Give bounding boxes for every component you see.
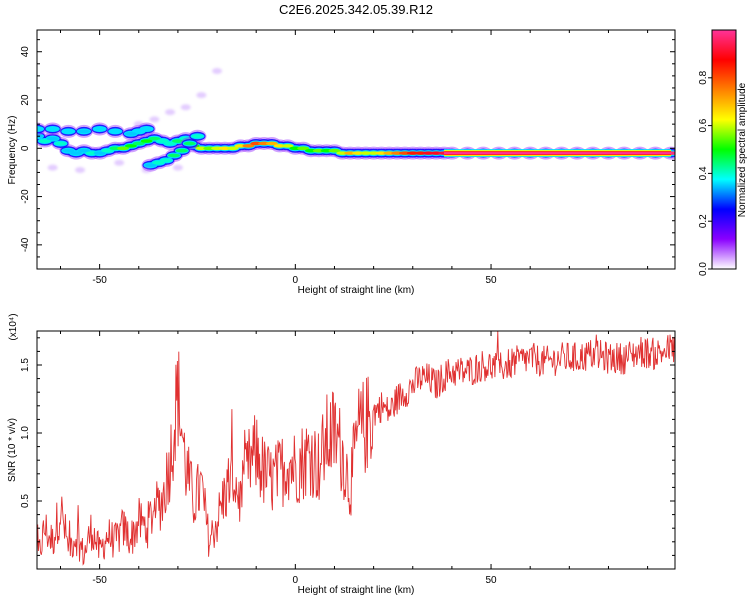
spectral-blob-core bbox=[171, 139, 184, 143]
band-core bbox=[444, 152, 672, 155]
spectral-blob-core bbox=[117, 146, 130, 151]
top-x-tick-label: 0 bbox=[293, 275, 299, 286]
spectral-blob-core bbox=[124, 144, 137, 148]
bottom-plot-area bbox=[37, 331, 675, 569]
spectral-blob bbox=[114, 159, 125, 166]
colorbar-strip bbox=[711, 29, 737, 270]
spectrogram-traces bbox=[37, 68, 675, 174]
spectral-blob bbox=[75, 167, 86, 174]
spectral-blob-core bbox=[140, 139, 153, 143]
spectral-blob-core bbox=[175, 148, 188, 153]
top-y-axis-label: Frequency (Hz) bbox=[7, 116, 18, 185]
bottom-y-tick-label: 1.0 bbox=[20, 426, 31, 440]
spectral-blob bbox=[196, 92, 207, 99]
spectral-blob-core bbox=[167, 153, 180, 158]
spectral-blob-core bbox=[38, 139, 51, 143]
spectral-blob-core bbox=[242, 144, 255, 148]
spectral-blob-core bbox=[70, 151, 83, 155]
y-multiplier-label: (x10⁴) bbox=[8, 313, 19, 340]
top-x-axis-label: Height of straight line (km) bbox=[298, 285, 415, 296]
colorbar-ticks: 0.0 0.2 0.4 0.6 0.8 bbox=[698, 70, 712, 276]
bottom-y-tick-label: 0.5 bbox=[20, 494, 31, 508]
spectral-blob-mid bbox=[45, 125, 60, 132]
colorbar-tick-label: 0.0 bbox=[698, 262, 709, 276]
spectral-blob-core bbox=[183, 141, 196, 146]
top-y-tick-label: 0 bbox=[20, 145, 31, 151]
bottom-y-axis-label: SNR (10 * v/v) bbox=[7, 418, 18, 482]
colorbar-tick-label: 0.8 bbox=[698, 70, 709, 84]
top-plot-frame bbox=[36, 29, 676, 270]
spectral-blob-core bbox=[156, 139, 169, 143]
spectral-blob-mid bbox=[92, 125, 107, 132]
spectral-blob-mid bbox=[139, 125, 154, 132]
spectral-blob-core bbox=[164, 141, 177, 146]
spectral-blob-core bbox=[265, 141, 278, 146]
snr-line bbox=[37, 331, 675, 566]
snr-series bbox=[37, 331, 675, 566]
spectral-blob bbox=[180, 104, 191, 111]
spectral-blob-core bbox=[62, 148, 75, 153]
bottom-x-tick-label: -50 bbox=[92, 575, 107, 586]
track-secondary-branch bbox=[141, 129, 207, 172]
spectral-blob-core bbox=[77, 129, 90, 134]
spectral-blob-core bbox=[297, 146, 310, 151]
track-upper-branch bbox=[37, 122, 156, 141]
top-panel: -50 0 50 40 20 0 -20 -40 Height of straight lin… bbox=[7, 29, 676, 296]
bottom-y-tick-label: 1.5 bbox=[20, 358, 31, 372]
spectral-blob bbox=[133, 121, 144, 128]
spectral-blob-core bbox=[144, 163, 157, 167]
spectral-blob-core bbox=[54, 141, 67, 146]
colorbar-tick-label: 0.4 bbox=[698, 166, 709, 180]
top-axis-ticks: -50 0 50 40 20 0 -20 -40 bbox=[20, 30, 675, 286]
spectral-blob bbox=[212, 68, 223, 75]
spectral-blob bbox=[149, 116, 160, 123]
spectral-blob-core bbox=[281, 144, 294, 148]
bottom-axis-ticks: -50 0 50 1.5 1.0 0.5 bbox=[20, 331, 675, 586]
spectral-blob-core bbox=[124, 132, 137, 136]
bottom-x-axis-label: Height of straight line (km) bbox=[298, 585, 415, 596]
top-y-tick-label: -20 bbox=[20, 189, 31, 204]
spectral-blob bbox=[172, 164, 183, 171]
spectral-blob-mid bbox=[37, 125, 44, 132]
bottom-panel: -50 0 50 1.5 1.0 0.5 Height of straight line … bbox=[7, 313, 676, 596]
spectral-blob-core bbox=[132, 141, 145, 146]
bottom-x-tick-label: 0 bbox=[293, 575, 299, 586]
figure-title: C2E6.2025.342.05.39.R12 bbox=[279, 2, 433, 17]
spectral-blob-core bbox=[328, 148, 341, 153]
colorbar-tick-label: 0.2 bbox=[698, 214, 709, 228]
spectral-blob-mid bbox=[61, 128, 76, 135]
spectral-blob bbox=[47, 164, 58, 171]
top-x-tick-label: 50 bbox=[485, 275, 497, 286]
top-y-tick-label: -40 bbox=[20, 237, 31, 252]
spectral-blob-core bbox=[160, 158, 173, 163]
spectral-blob-mid bbox=[108, 128, 123, 135]
spectral-blob-core bbox=[77, 148, 90, 153]
spectral-blob-core bbox=[93, 151, 106, 155]
colorbar-label: Normalized spectral amplitude bbox=[737, 82, 748, 217]
spectral-blob bbox=[165, 109, 176, 116]
colorbar: 0.0 0.2 0.4 0.6 0.8 Normalized spectral ampl… bbox=[698, 29, 748, 276]
track-faint-scatter bbox=[47, 68, 223, 174]
bottom-plot-frame bbox=[36, 330, 676, 570]
spectral-blob-core bbox=[101, 148, 114, 153]
spectral-blob-core bbox=[226, 146, 239, 151]
top-y-tick-label: 20 bbox=[20, 94, 31, 106]
top-y-tick-label: 40 bbox=[20, 46, 31, 58]
spectral-blob-core bbox=[191, 134, 204, 139]
bottom-x-tick-label: 50 bbox=[485, 575, 497, 586]
spectral-blob-core bbox=[152, 160, 165, 165]
spectral-blob-core bbox=[46, 136, 59, 141]
top-x-tick-label: -50 bbox=[92, 275, 107, 286]
colorbar-tick-label: 0.6 bbox=[698, 118, 709, 132]
spectral-blob bbox=[141, 167, 152, 174]
spectral-blob-core bbox=[148, 136, 161, 141]
